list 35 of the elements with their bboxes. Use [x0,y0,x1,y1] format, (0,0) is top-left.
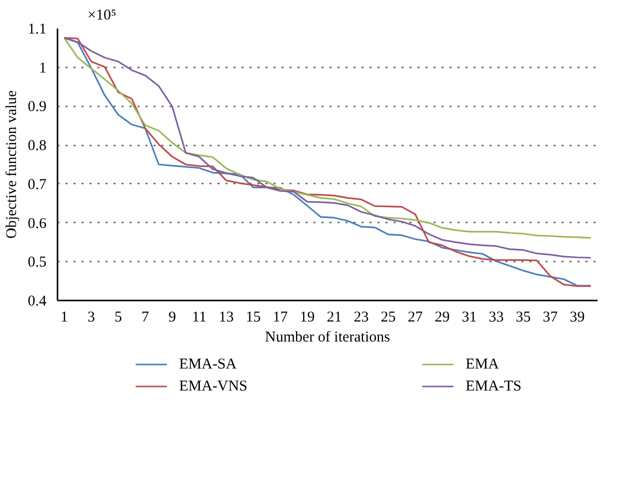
x-tick-label: 7 [142,310,150,326]
x-tick-label: 31 [462,310,477,326]
x-tick-label: 11 [192,310,206,326]
y-tick-label: 0.4 [28,294,47,310]
x-tick-label: 39 [570,310,585,326]
x-tick-label: 17 [272,310,288,326]
x-tick-label: 3 [88,310,95,326]
y-tick-label: 1 [39,60,46,76]
x-tick-label: 13 [218,310,234,326]
y-tick-label: 1.1 [28,22,46,38]
x-tick-label: 19 [300,310,315,326]
x-tick-label: 5 [114,310,122,326]
x-tick-label: 1 [60,310,68,326]
x-tick-label: 23 [354,310,369,326]
x-tick-label: 37 [542,310,558,326]
legend-label: EMA [466,356,500,372]
x-tick-label: 21 [326,310,342,326]
x-axis-title: Number of iterations [265,330,390,346]
x-tick-label: 15 [246,310,261,326]
y-tick-label: 0.6 [28,216,47,232]
y-tick-label: 0.7 [28,176,47,193]
y-axis-title: Objective function value [4,90,20,239]
x-tick-label: 33 [488,310,504,326]
y-tick-label: 0.8 [28,138,46,154]
text: ×10⁵ [88,8,116,24]
legend-label: EMA-TS [466,378,522,394]
x-tick-label: 9 [168,310,176,326]
x-tick-label: 29 [434,310,450,326]
legend-label: EMA-VNS [179,378,248,394]
y-tick-label: 0.9 [28,99,46,116]
x-tick-label: 35 [516,310,531,326]
legend-label: EMA-SA [179,356,237,372]
x-tick-label: 27 [408,310,424,326]
x-tick-label: 25 [380,310,396,326]
y-tick-label: 0.5 [28,254,46,271]
